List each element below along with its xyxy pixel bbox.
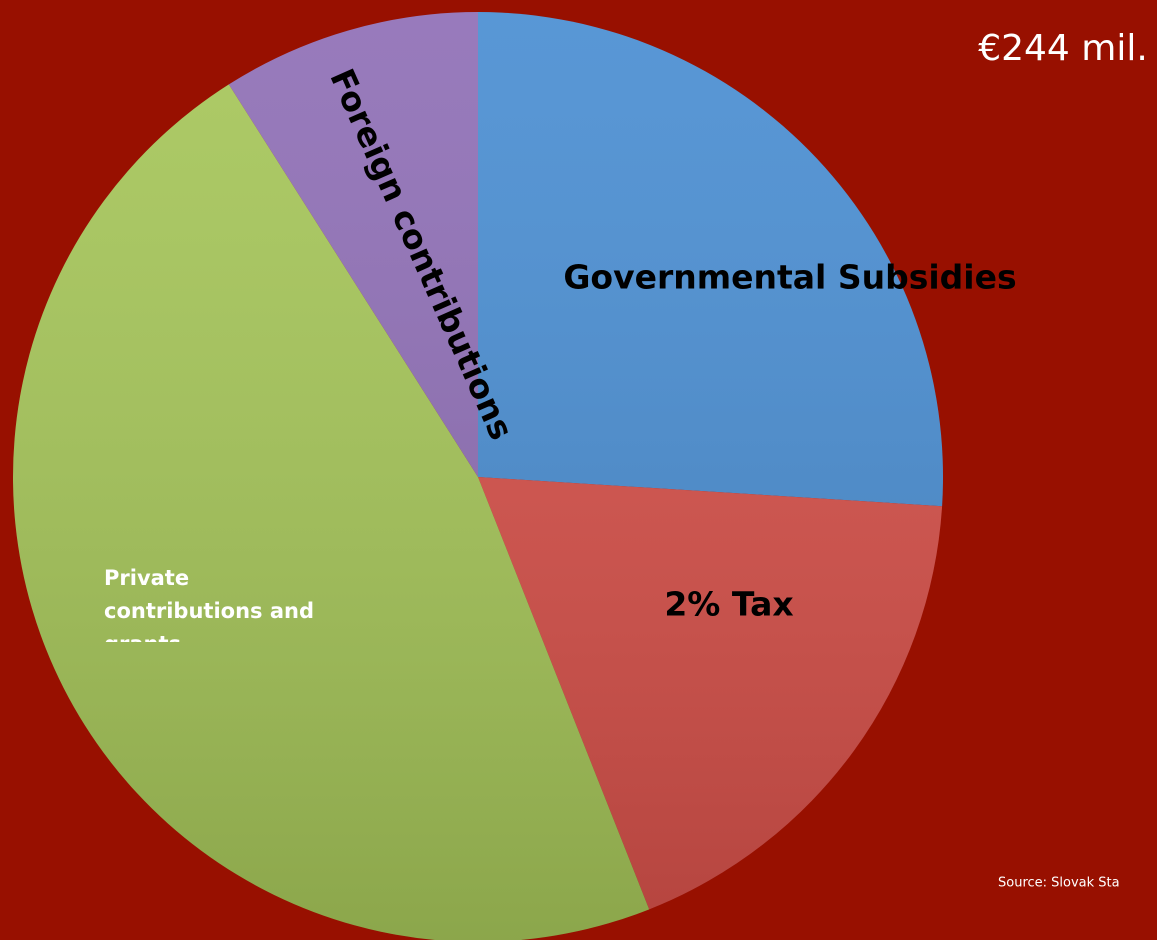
slice-label-box: Private contributions and grants [104, 566, 314, 642]
pie [13, 12, 943, 940]
chart-title: €244 mil. [978, 28, 1148, 69]
slice-label: Private contributions and grants [104, 566, 314, 642]
slice-label: 2% Tax [664, 585, 793, 624]
slice-label: Governmental Subsidies [563, 258, 1016, 297]
source-note: Source: Slovak Sta [998, 876, 1120, 891]
